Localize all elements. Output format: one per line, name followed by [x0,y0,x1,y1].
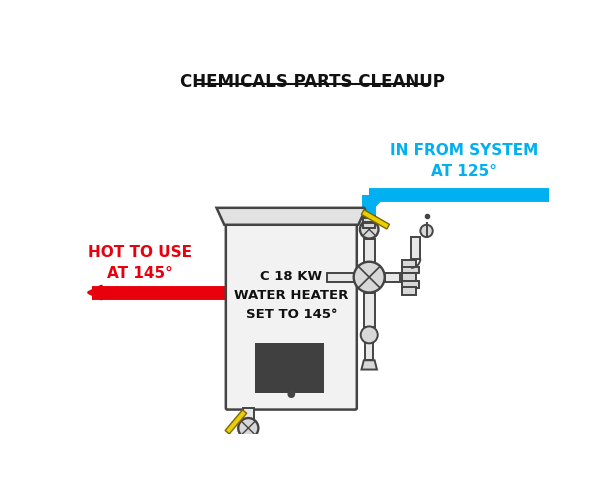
Bar [402,287,415,295]
Bar [364,293,375,327]
Bar [402,261,415,268]
Polygon shape [362,361,377,370]
Text: C 18 KW
WATER HEATER
SET TO 145°: C 18 KW WATER HEATER SET TO 145° [234,270,348,321]
Polygon shape [217,208,366,225]
Bar [402,273,415,282]
Bar [385,273,400,282]
Circle shape [287,390,295,398]
Bar [363,224,375,228]
Polygon shape [361,210,390,229]
FancyBboxPatch shape [226,222,357,410]
Circle shape [420,225,432,238]
Bar [402,282,419,288]
Bar [243,438,254,447]
Bar [243,453,254,470]
Text: HOT TO USE
AT 145°: HOT TO USE AT 145° [88,244,192,280]
Circle shape [360,221,378,239]
Bar [364,239,375,266]
Bar [364,217,375,220]
Bar [402,267,419,274]
Text: CHEMICALS PARTS CLEANUP: CHEMICALS PARTS CLEANUP [180,72,445,90]
Bar [240,447,256,453]
Bar [243,408,254,422]
Bar [326,273,355,282]
Text: IN FROM SYSTEM
AT 125°: IN FROM SYSTEM AT 125° [390,143,538,179]
Bar [411,238,420,259]
Bar [363,219,375,223]
Polygon shape [225,410,246,434]
Circle shape [354,262,385,293]
Circle shape [237,468,259,488]
Circle shape [239,418,259,438]
Bar [365,344,373,361]
Circle shape [361,327,378,344]
Bar [254,343,325,393]
